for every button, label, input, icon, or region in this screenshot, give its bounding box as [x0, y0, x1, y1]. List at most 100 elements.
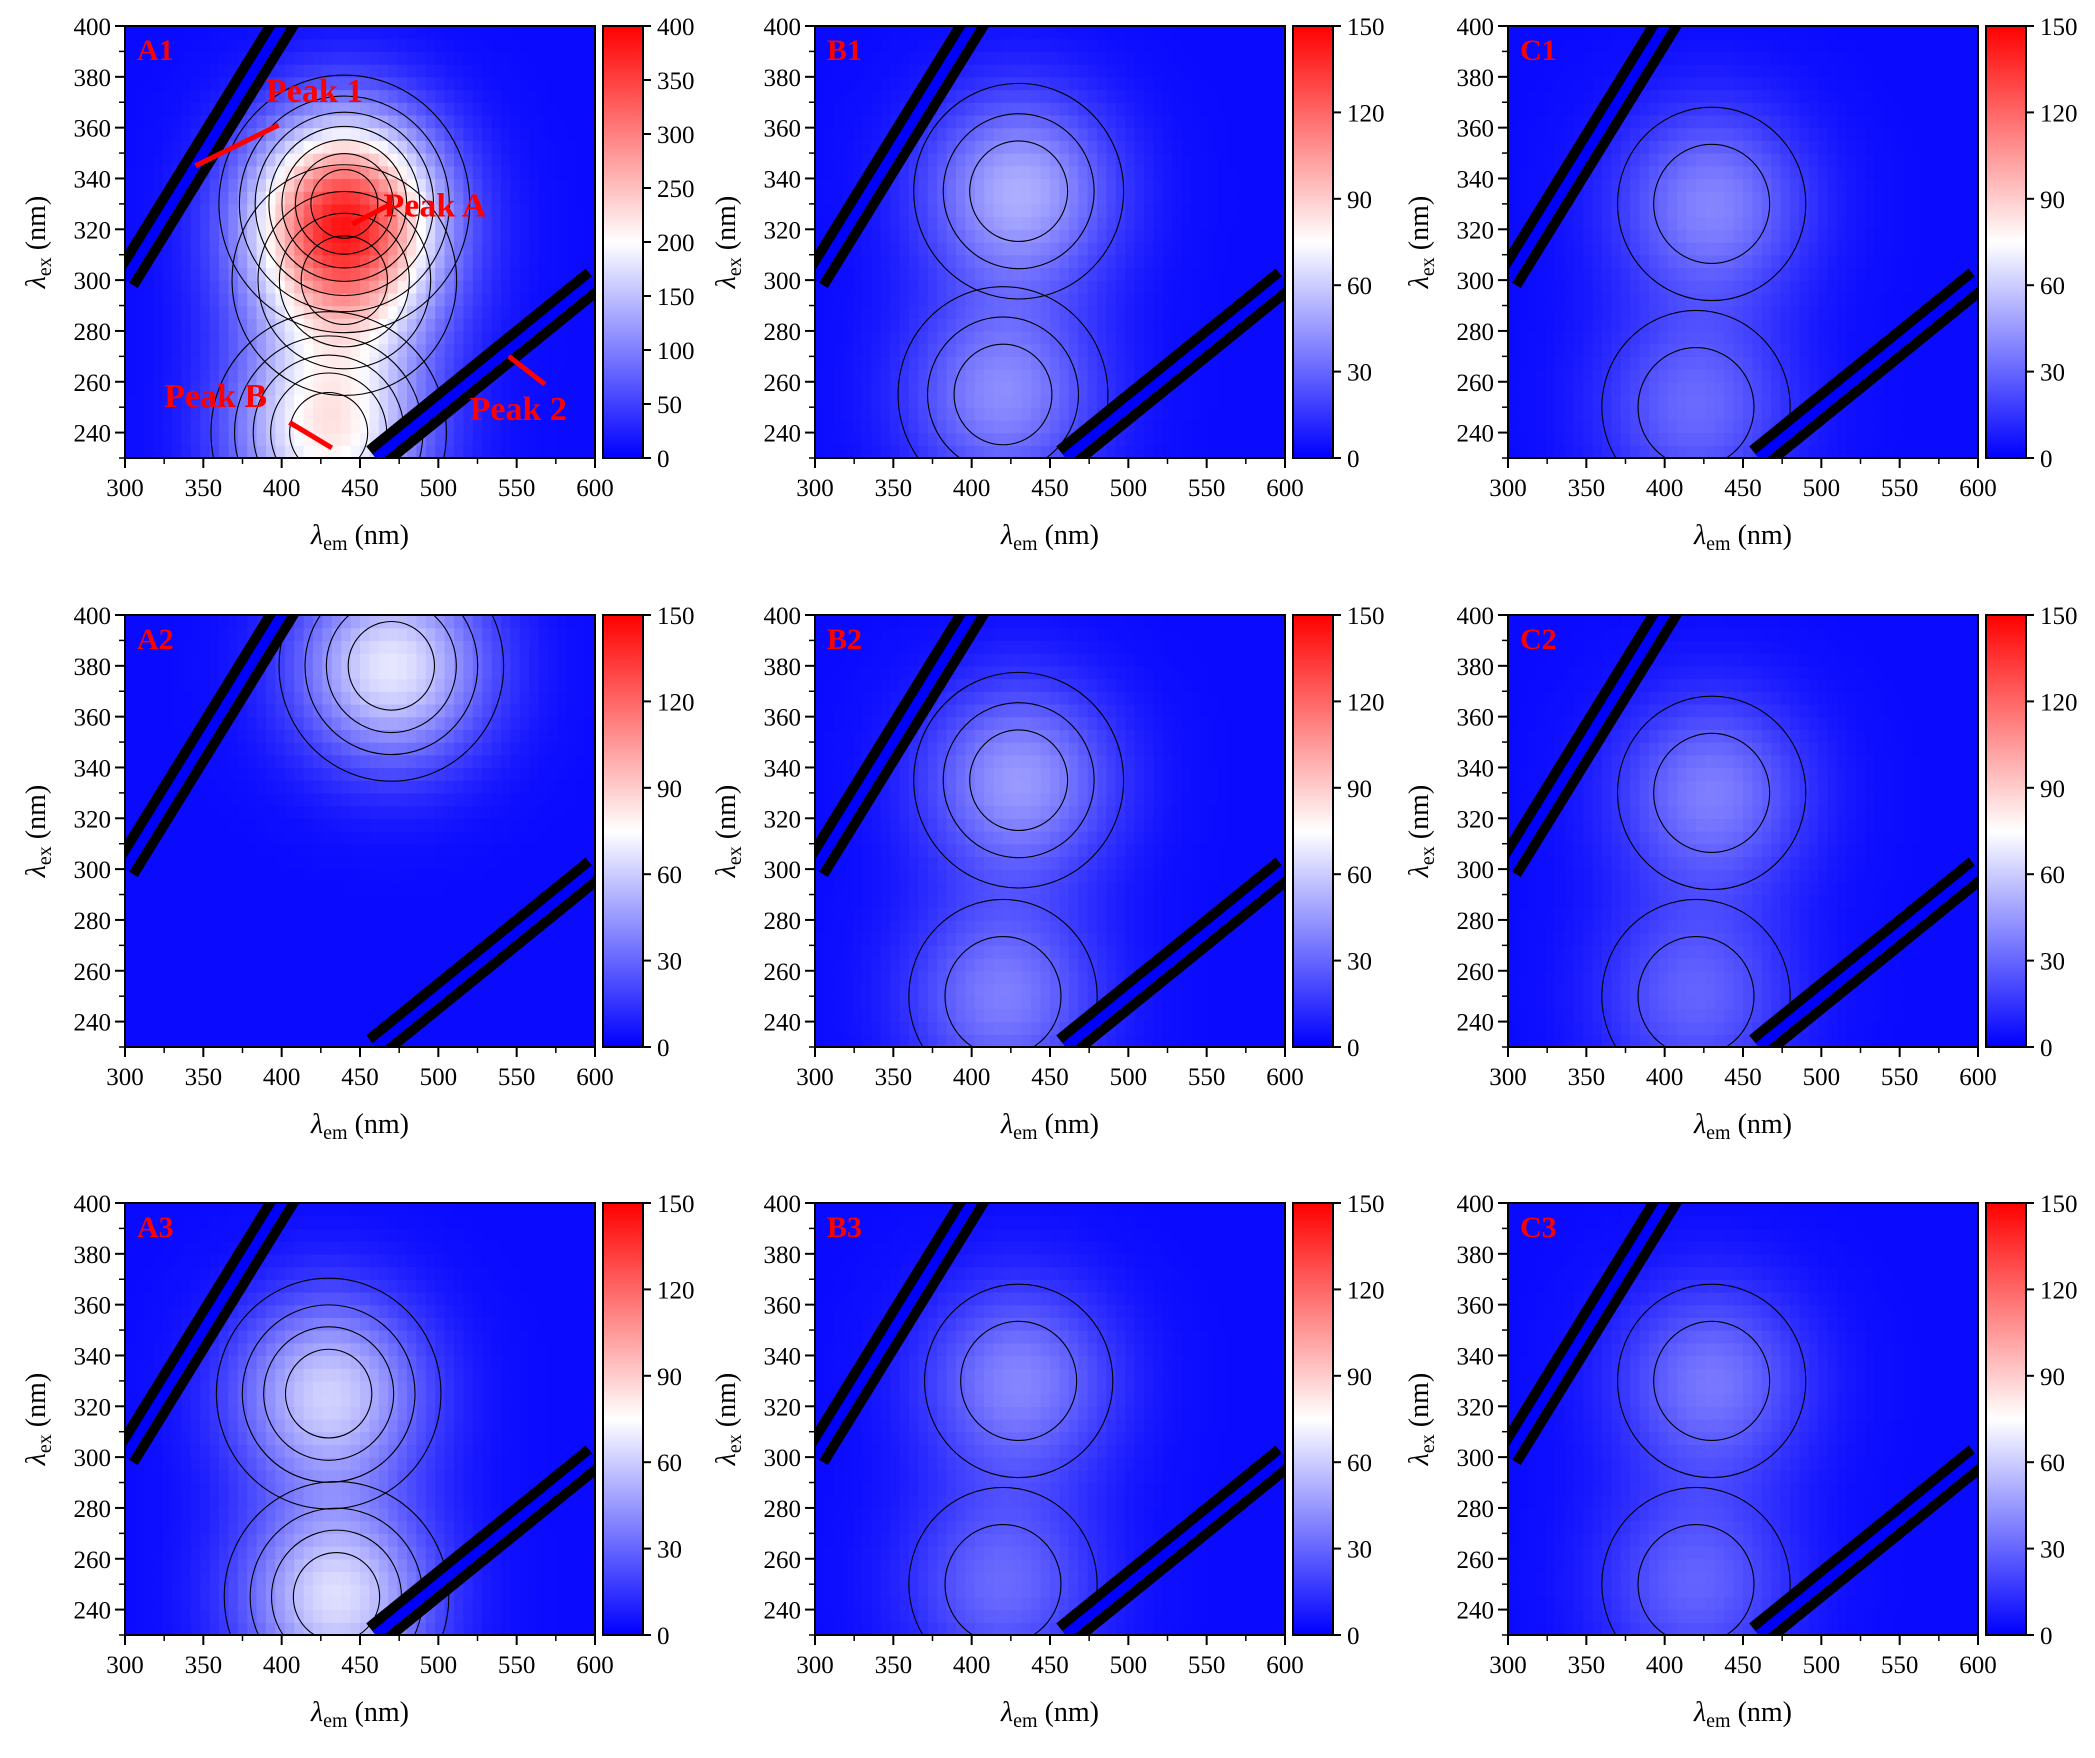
heat-cell [1790, 267, 1800, 281]
heat-cell [1639, 267, 1650, 281]
heat-cell [566, 51, 577, 65]
heat-cell [1219, 216, 1230, 230]
heat-cell [1200, 394, 1211, 408]
heat-cell [1021, 64, 1032, 78]
heat-cell [331, 432, 342, 446]
heat-cell [965, 292, 976, 307]
heat-cell [566, 76, 577, 91]
heat-cell [538, 280, 549, 294]
heat-cell [1573, 330, 1584, 345]
heat-cell [397, 178, 408, 192]
heat-cell [1865, 229, 1876, 243]
heat-cell [1040, 407, 1051, 421]
heat-cell [529, 102, 540, 116]
heat-cell [576, 114, 587, 129]
heat-cell [1827, 127, 1838, 141]
heat-cell [984, 102, 995, 116]
heat-cell [993, 419, 1004, 434]
heat-cell [1162, 292, 1173, 307]
heat-cell [1545, 127, 1556, 141]
heat-cell [1855, 242, 1866, 256]
heat-cell [303, 153, 314, 167]
heat-cell [965, 432, 976, 446]
heat-cell [529, 419, 540, 434]
heat-cell [1592, 51, 1603, 65]
heat-cell [1658, 140, 1669, 154]
heat-cell [862, 114, 872, 129]
heat-cell [1031, 356, 1042, 370]
heat-cell [1639, 165, 1650, 180]
heat-cell [1172, 242, 1183, 256]
heat-cell [1724, 432, 1735, 446]
heat-cell [557, 242, 568, 256]
heat-cell [1256, 216, 1267, 230]
heat-cell [890, 356, 901, 370]
heat-cell [425, 38, 436, 53]
heat-cell [1771, 51, 1782, 65]
heat-cell [1686, 419, 1697, 434]
heat-cell [1611, 267, 1622, 281]
heat-cell [1583, 292, 1594, 307]
heat-cell [1125, 64, 1136, 78]
heat-cell [1508, 394, 1518, 408]
heat-cell [1780, 140, 1791, 154]
heat-cell [927, 394, 938, 408]
heat-cell [1021, 191, 1032, 205]
heat-cell [1837, 432, 1847, 446]
heat-cell [1705, 191, 1716, 205]
heat-cell [1134, 102, 1145, 116]
heat-cell [833, 280, 844, 294]
heat-cell [1181, 38, 1192, 53]
heat-cell [974, 419, 985, 434]
heat-cell [1555, 419, 1565, 434]
heat-cell [1031, 51, 1042, 65]
heat-cell [1031, 76, 1042, 91]
heat-cell [1275, 216, 1285, 230]
heat-cell [425, 292, 436, 307]
heat-cell [1228, 114, 1239, 129]
heat-cell [909, 64, 919, 78]
heat-cell [1012, 254, 1023, 269]
heat-cell [501, 38, 511, 53]
heat-cell [1564, 343, 1575, 357]
heat-cell [1752, 280, 1763, 294]
heat-cell [1162, 330, 1173, 345]
heat-cell [1602, 330, 1612, 345]
heat-cell [946, 114, 957, 129]
heat-cell [1620, 407, 1631, 421]
heat-cell [1808, 330, 1819, 345]
heat-cell [200, 343, 211, 357]
heat-cell [510, 51, 521, 65]
heat-cell [360, 305, 370, 319]
heat-cell [125, 356, 135, 370]
heat-cell [172, 140, 182, 154]
heat-cell [125, 407, 135, 421]
heat-cell [322, 280, 333, 294]
heat-cell [1517, 381, 1528, 396]
heat-cell [1526, 26, 1537, 40]
heat-cell [909, 343, 919, 357]
heat-cell [397, 343, 408, 357]
heat-cell [237, 203, 248, 218]
heat-cell [538, 114, 549, 129]
heat-cell [585, 216, 595, 230]
heat-cell [927, 254, 938, 269]
heat-cell [585, 369, 595, 383]
heat-cell [472, 407, 483, 421]
heat-cell [219, 343, 229, 357]
heat-cell [369, 318, 380, 332]
heat-cell [454, 191, 464, 205]
heat-cell [407, 229, 417, 243]
heat-cell [1050, 114, 1060, 129]
heat-cell [1714, 330, 1725, 345]
heat-cell [491, 114, 502, 129]
heat-cell [529, 216, 540, 230]
heat-cell [984, 407, 995, 421]
y-tick-label: 240 [764, 421, 802, 448]
heat-cell [416, 178, 427, 192]
heat-cell [200, 178, 211, 192]
heat-cell [1526, 407, 1537, 421]
heat-cell [1545, 102, 1556, 116]
heat-cell [1003, 165, 1013, 180]
heat-cell [862, 432, 872, 446]
